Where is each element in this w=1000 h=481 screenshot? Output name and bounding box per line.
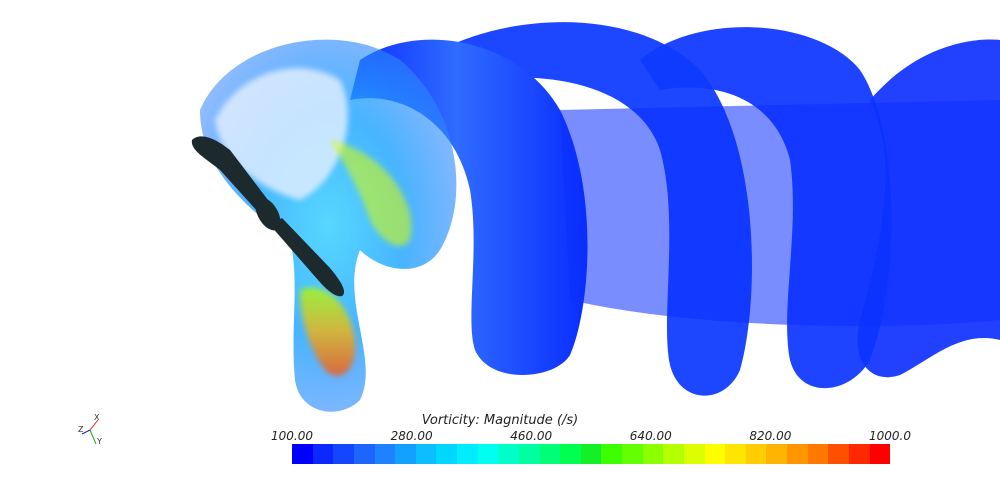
colorbar-segment (477, 444, 499, 464)
colorbar-segment (374, 444, 396, 464)
axis-y-label: Y (96, 437, 102, 446)
legend-tick-label: 280.00 (390, 429, 433, 443)
colorbar-segment (869, 444, 891, 464)
legend-tick-label: 1000.0 (869, 429, 911, 443)
colorbar-segment (725, 444, 746, 464)
legend-tick-label: 460.00 (510, 429, 553, 443)
colorbar-segment (560, 444, 581, 464)
helical-vortex-wake (350, 22, 1000, 396)
colorbar-segment (539, 444, 561, 464)
vortex-coil-1 (350, 39, 588, 375)
colorbar-segment (333, 444, 354, 464)
orientation-triad: X Y Z (78, 413, 102, 446)
axis-x-label: X (94, 413, 100, 422)
colorbar-segment (704, 444, 726, 464)
colorbar-segment (353, 444, 375, 464)
colorbar-segment (518, 444, 540, 464)
colorbar-segment (828, 444, 849, 464)
colorbar-segment (312, 444, 334, 464)
propeller-blade-lower (270, 218, 345, 297)
colorbar-segment (580, 444, 602, 464)
legend-tick-label: 100.00 (271, 429, 313, 443)
near-field-wake (200, 39, 457, 412)
colorbar-segment (745, 444, 767, 464)
propeller-blade-upper (191, 136, 268, 212)
colorbar-segment (787, 444, 808, 464)
colorbar (292, 444, 891, 464)
vortex-lower-tube (560, 100, 1000, 326)
colorbar-segment (395, 444, 416, 464)
colorbar-segment (766, 444, 787, 464)
colorbar-segment (622, 444, 643, 464)
colorbar-segment (601, 444, 622, 464)
colorbar-segment (848, 444, 870, 464)
colorbar-segment (415, 444, 437, 464)
colorbar-segment (642, 444, 664, 464)
axis-z-label: Z (78, 425, 84, 434)
colorbar-segment (683, 444, 705, 464)
propeller-hub (255, 197, 281, 231)
colorbar-segment (807, 444, 829, 464)
colorbar-segment (498, 444, 519, 464)
legend-tick-label: 640.00 (629, 429, 672, 443)
colorbar-segment (436, 444, 457, 464)
colorbar-segment (292, 444, 313, 464)
colorbar-segment (457, 444, 478, 464)
colorbar-segment (663, 444, 684, 464)
legend-title: Vorticity: Magnitude (/s) (421, 413, 579, 428)
propeller (191, 136, 345, 297)
legend-tick-label: 820.00 (749, 429, 792, 443)
